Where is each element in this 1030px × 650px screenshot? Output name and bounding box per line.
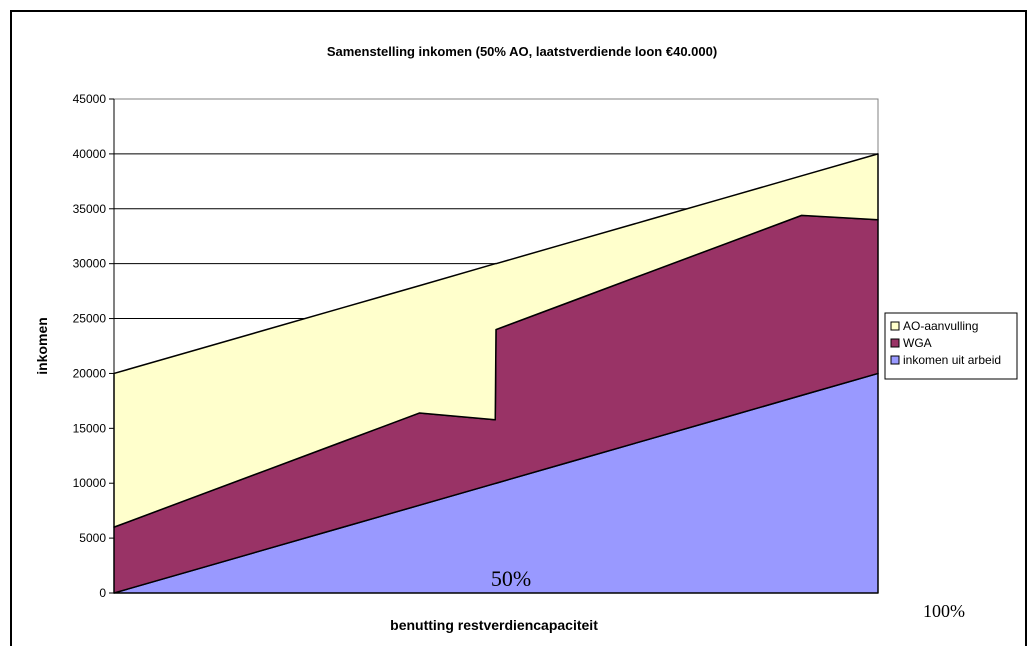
legend-entry: WGA	[903, 336, 932, 350]
chart-frame	[10, 10, 1027, 646]
chart-title: Samenstelling inkomen (50% AO, laatstver…	[327, 44, 717, 59]
y-tick-label: 10000	[73, 476, 107, 490]
annotation-50-percent: 50%	[491, 566, 531, 591]
y-tick-label: 40000	[73, 147, 107, 161]
y-tick-label: 45000	[73, 92, 107, 106]
y-tick-label: 25000	[73, 312, 107, 326]
legend-entry: AO-aanvulling	[903, 319, 978, 333]
y-tick-label: 0	[99, 586, 106, 600]
y-tick-label: 15000	[73, 421, 107, 435]
y-tick-labels: 0 5000 10000 15000 20000 25000 30000 35000 40000…	[73, 92, 114, 600]
legend-entry: inkomen uit arbeid	[903, 353, 1001, 367]
legend-swatch	[890, 355, 900, 365]
y-axis-title: inkomen	[34, 317, 50, 375]
x-axis-title: benutting restverdiencapaciteit	[390, 617, 598, 633]
legend-box	[884, 312, 1018, 380]
area-ao-aanvulling	[113, 153, 879, 528]
y-tick-label: 5000	[79, 531, 106, 545]
annotation-100-percent: 100%	[923, 601, 965, 621]
area-series	[113, 153, 879, 594]
legend: AO-aanvulling WGA inkomen uit arbeid	[884, 312, 1018, 380]
y-tick-label: 35000	[73, 202, 107, 216]
y-tick-label: 30000	[73, 257, 107, 271]
legend-swatch	[890, 321, 900, 331]
y-tick-label: 20000	[73, 366, 107, 380]
legend-swatch	[890, 338, 900, 348]
